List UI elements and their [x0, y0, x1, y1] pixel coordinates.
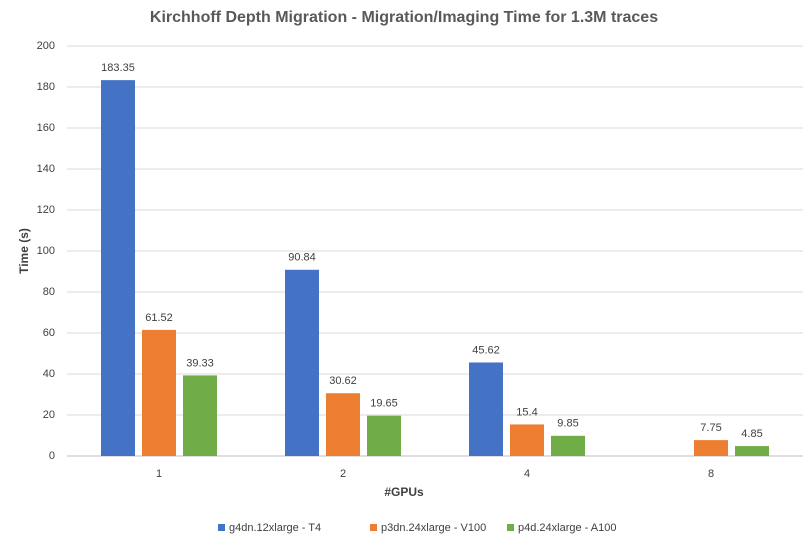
bar — [183, 375, 217, 456]
legend-swatch — [370, 524, 377, 531]
bar — [735, 446, 769, 456]
y-tick-label: 20 — [43, 409, 55, 421]
chart-title: Kirchhoff Depth Migration - Migration/Im… — [150, 9, 658, 26]
bar — [469, 362, 503, 456]
x-tick-label: 1 — [156, 468, 162, 480]
y-tick-label: 40 — [43, 368, 55, 380]
bar — [510, 424, 544, 456]
y-tick-label: 100 — [37, 245, 55, 257]
y-tick-label: 140 — [37, 163, 55, 175]
x-tick-label: 8 — [708, 468, 714, 480]
x-tick-label: 2 — [340, 468, 346, 480]
x-tick-label: 4 — [524, 468, 530, 480]
data-label: 9.85 — [557, 418, 578, 430]
y-tick-label: 160 — [37, 122, 55, 134]
legend-label: p4d.24xlarge - A100 — [518, 522, 616, 534]
bar — [551, 435, 585, 456]
bar — [326, 393, 360, 456]
data-label: 19.65 — [370, 398, 398, 410]
legend-swatch — [507, 524, 514, 531]
x-axis-title: #GPUs — [384, 485, 424, 499]
data-label: 39.33 — [186, 357, 214, 369]
y-tick-label: 200 — [37, 40, 55, 52]
y-tick-label: 60 — [43, 327, 55, 339]
legend-swatch — [218, 524, 225, 531]
data-label: 30.62 — [329, 375, 357, 387]
y-axis-title: Time (s) — [17, 228, 31, 274]
legend-label: p3dn.24xlarge - V100 — [381, 522, 486, 534]
data-label: 45.62 — [472, 344, 500, 356]
bar — [142, 329, 176, 456]
y-tick-label: 80 — [43, 286, 55, 298]
legend-label: g4dn.12xlarge - T4 — [229, 522, 321, 534]
data-label: 7.75 — [700, 422, 721, 434]
data-label: 183.35 — [101, 62, 135, 74]
data-label: 90.84 — [288, 252, 316, 264]
data-label: 4.85 — [741, 428, 762, 440]
bar — [367, 415, 401, 456]
data-label: 61.52 — [145, 312, 173, 324]
data-label: 15.4 — [516, 406, 537, 418]
bar — [285, 269, 319, 456]
y-tick-label: 0 — [49, 450, 55, 462]
y-tick-label: 120 — [37, 204, 55, 216]
bar — [694, 440, 728, 456]
bar — [101, 80, 135, 456]
y-tick-label: 180 — [37, 81, 55, 93]
